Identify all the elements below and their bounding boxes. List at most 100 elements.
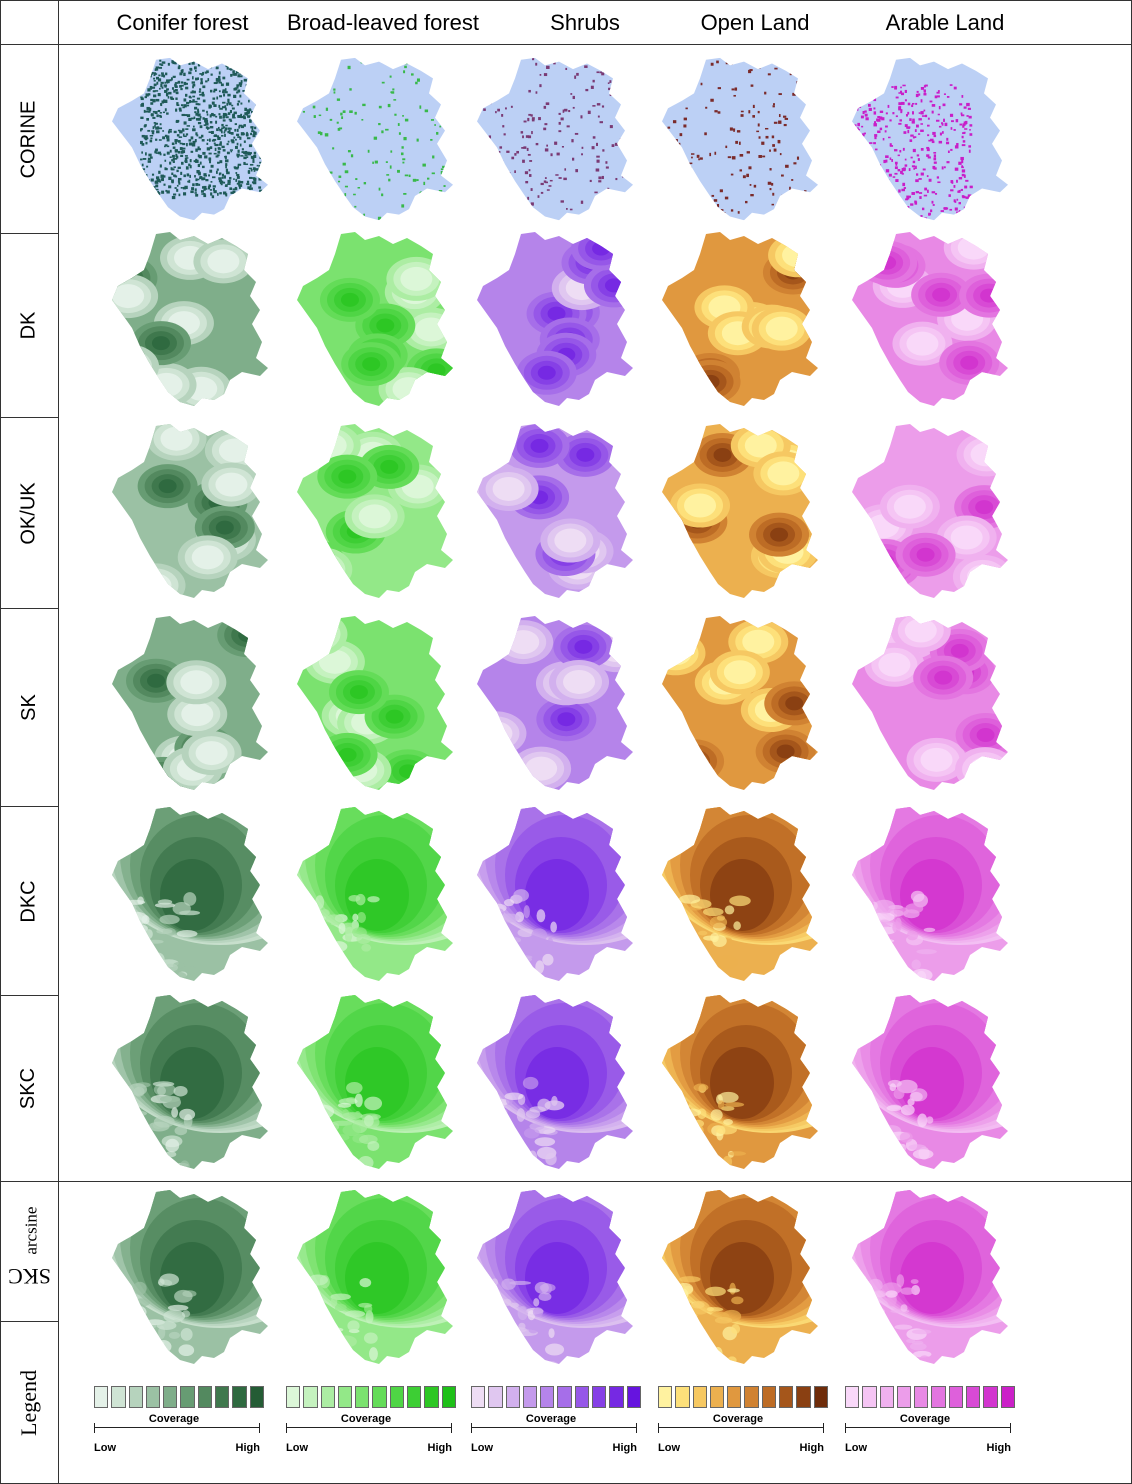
row-divider [0,995,58,996]
map-dkc-broadleaf [295,805,455,985]
map-sk-shrubs [475,614,635,794]
map-dk-broadleaf [295,230,455,410]
column-header-arable: Arable Land [885,10,1005,35]
map-dkc-conifer [110,805,270,985]
map-corine-broadleaf [295,56,455,224]
legend-swatches [471,1386,641,1408]
row-label-sk: SK [17,694,40,721]
row-label-ok-uk: OK/UK [17,481,40,545]
map-dk-arable [850,230,1010,410]
map-ok-uk-conifer [110,422,270,602]
legend-axis [94,1423,260,1438]
legend-low: Low [94,1442,116,1454]
map-corine-conifer [110,56,270,224]
map-skc-arcsine-open [660,1188,820,1368]
row-label-legend: Legend [16,1369,41,1436]
legend-swatch [424,1386,439,1408]
legend-axis [845,1423,1011,1438]
legend-swatch [441,1386,456,1408]
legend-high: High [612,1442,637,1454]
legend-swatch [180,1386,195,1408]
map-skc-arcsine-broadleaf [295,1188,455,1368]
legend-swatch [389,1386,405,1408]
legend-swatch [813,1386,828,1408]
row-divider [0,233,58,234]
map-ok-uk-arable [850,422,1010,602]
map-dkc-arable [850,805,1010,985]
map-ok-uk-broadleaf [295,422,455,602]
legend-high: High [986,1442,1011,1454]
legend-swatch [249,1386,264,1408]
legend-swatch [692,1386,707,1408]
legend-swatch [744,1386,759,1408]
legend-swatch [779,1386,794,1408]
legend-swatch [983,1386,998,1408]
column-header-open: Open Land [700,10,810,35]
map-dk-conifer [110,230,270,410]
legend-swatch [931,1386,946,1408]
legend-open-land: Coverage Low High [658,1386,828,1476]
row-divider [0,417,58,418]
legend-swatch [505,1386,520,1408]
legend-low: Low [845,1442,867,1454]
column-header-shrubs: Shrubs [550,10,620,35]
legend-broadleaf: Coverage Low High [286,1386,456,1476]
legend-swatch [372,1386,387,1408]
legend-swatch [796,1386,811,1408]
legend-high: High [799,1442,824,1454]
map-skc-shrubs [475,993,635,1173]
legend-axis [658,1423,824,1438]
legend-swatch [709,1386,725,1408]
legend-swatch [761,1386,777,1408]
map-corine-shrubs [475,56,635,224]
legend-swatch [320,1386,335,1408]
legend-swatch [862,1386,877,1408]
header-divider [0,44,1132,45]
map-skc-arcsine-arable [850,1188,1010,1368]
map-ok-uk-open [660,422,820,602]
legend-swatch [303,1386,318,1408]
legend-swatches [286,1386,456,1408]
column-header-conifer: Conifer forest [116,10,249,35]
legend-swatch [557,1386,572,1408]
legend-swatch [948,1386,964,1408]
legend-high: High [427,1442,452,1454]
map-skc-arcsine-conifer [110,1188,270,1368]
legend-low: Low [286,1442,308,1454]
legend-swatches [94,1386,264,1408]
map-corine-arable [850,56,1010,224]
legend-swatch [286,1386,301,1408]
legend-swatch [488,1386,503,1408]
row-divider [0,806,58,807]
legend-swatch [163,1386,178,1408]
map-skc-arcsine-shrubs [475,1188,635,1368]
legend-axis [286,1423,452,1438]
legend-swatch [111,1386,126,1408]
map-ok-uk-shrubs [475,422,635,602]
legend-swatch [355,1386,370,1408]
legend-swatch [675,1386,690,1408]
map-sk-open [660,614,820,794]
legend-swatch [540,1386,555,1408]
legend-high: High [235,1442,260,1454]
legend-title: Coverage [712,1413,764,1425]
legend-swatch [592,1386,607,1408]
legend-swatch [896,1386,912,1408]
map-dkc-open [660,805,820,985]
legend-swatch [845,1386,860,1408]
legend-swatch [879,1386,894,1408]
legend-swatch [128,1386,143,1408]
legend-swatch [609,1386,624,1408]
map-sk-conifer [110,614,270,794]
map-sk-broadleaf [295,614,455,794]
map-skc-conifer [110,993,270,1173]
legend-swatch [727,1386,742,1408]
legend-swatch [215,1386,230,1408]
legend-shrubs: Coverage Low High [471,1386,641,1476]
legend-conifer: Coverage Low High [94,1386,264,1476]
row-label-dk: DK [17,311,40,340]
map-skc-arable [850,993,1010,1173]
label-column-divider [58,0,59,1484]
map-corine-open [660,56,820,224]
legend-axis [471,1423,637,1438]
